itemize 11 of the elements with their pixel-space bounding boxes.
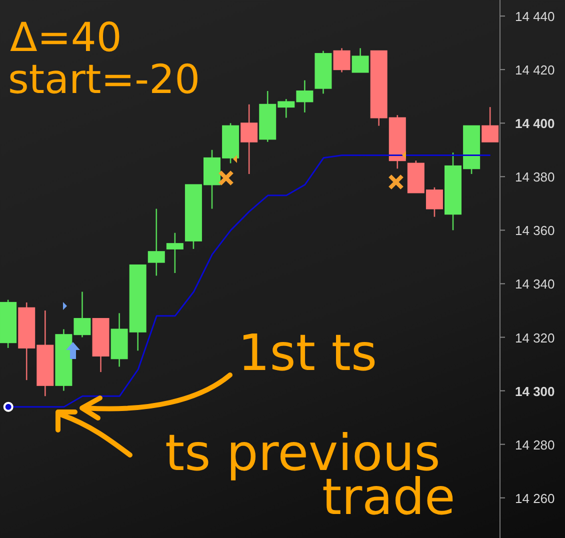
y-tick-label: 14 280 [515, 437, 555, 452]
y-tick-label: 14 360 [515, 223, 555, 238]
y-tick-label: 14 340 [515, 276, 555, 292]
annotation: 1st ts [238, 324, 378, 382]
y-tick-label: 14 320 [515, 330, 555, 346]
y-tick-label: 14 440 [515, 9, 555, 24]
y-tick-label: 14 260 [515, 490, 555, 506]
y-tick-label: 14 380 [515, 170, 555, 185]
y-tick-label: 14 300 [515, 384, 555, 399]
y-tick-label: 14 420 [515, 62, 555, 78]
y-tick-label: 14 400 [515, 116, 555, 132]
